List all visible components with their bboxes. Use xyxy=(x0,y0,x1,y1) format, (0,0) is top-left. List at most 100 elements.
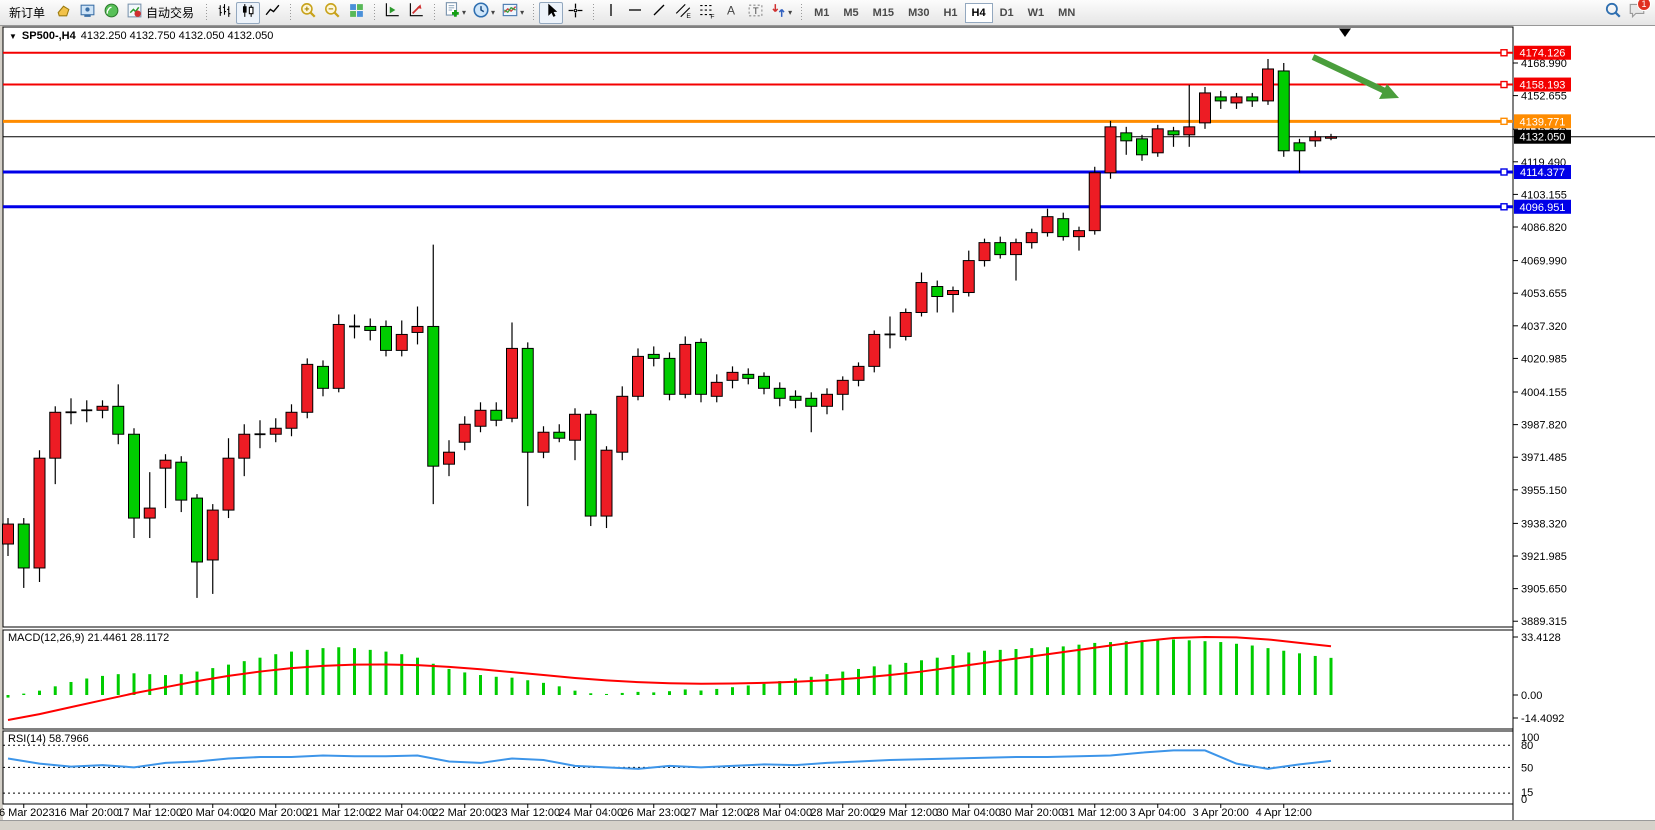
trendline-button[interactable] xyxy=(647,2,671,24)
text-label-button[interactable]: T xyxy=(743,2,767,24)
search-icon[interactable] xyxy=(1604,1,1622,24)
candle-body-up xyxy=(96,405,109,411)
chat-button[interactable]: 1 xyxy=(1628,0,1651,24)
price-axis-label: 4004.155 xyxy=(1521,387,1567,399)
date-axis-label[interactable]: 16 Mar 20:00 xyxy=(54,807,119,819)
period-button[interactable]: ▾ xyxy=(469,2,498,24)
channel-button[interactable]: E xyxy=(671,2,695,24)
fibonacci-button[interactable]: F xyxy=(695,2,719,24)
new-order-label: 新订单 xyxy=(9,6,46,20)
symbol-dropdown-icon[interactable]: ▼ xyxy=(9,31,17,41)
tab-timeframe-mn[interactable]: MN xyxy=(1058,6,1076,19)
tab-timeframe-m15[interactable]: M15 xyxy=(872,6,895,19)
template-button[interactable]: ▾ xyxy=(498,2,527,24)
new-order-button[interactable]: 新订单 xyxy=(3,2,51,24)
tab-timeframe-m1[interactable]: M1 xyxy=(814,6,830,19)
macd-indicator-label: MACD(12,26,9) 21.4461 28.1172 xyxy=(8,632,170,644)
date-axis-label[interactable]: 21 Mar 12:00 xyxy=(306,807,371,819)
tab-timeframe-m5[interactable]: M5 xyxy=(843,6,859,19)
zoom-out-button[interactable] xyxy=(320,2,344,24)
market-watch-button[interactable] xyxy=(75,2,99,24)
tab-timeframe-h1[interactable]: H1 xyxy=(943,6,958,19)
date-axis-label[interactable]: 16 Mar 2023 xyxy=(0,807,55,819)
line-handle[interactable] xyxy=(1500,80,1508,89)
window-bottom-edge xyxy=(0,820,1655,830)
date-axis-label[interactable]: 26 Mar 23:00 xyxy=(621,807,686,819)
candle-body-down xyxy=(1120,132,1133,142)
date-axis-label[interactable]: 3 Apr 20:00 xyxy=(1193,807,1249,819)
arrows-button[interactable]: ▾ xyxy=(767,2,795,24)
tab-timeframe-d1[interactable]: D1 xyxy=(999,6,1014,19)
svg-text:T: T xyxy=(752,6,758,17)
candle-body-up xyxy=(33,457,46,569)
candles-chart-button[interactable] xyxy=(236,1,261,24)
date-axis-label[interactable]: 22 Mar 04:00 xyxy=(369,807,434,819)
toolbar-separator xyxy=(288,3,293,22)
signal-icon xyxy=(103,2,120,24)
date-axis-label[interactable]: 24 Mar 04:00 xyxy=(558,807,623,819)
date-axis-label[interactable]: 27 Mar 12:00 xyxy=(684,807,749,819)
line-handle[interactable] xyxy=(1500,168,1508,176)
add-indicator-button[interactable]: ▾ xyxy=(440,2,469,24)
candle-body-down xyxy=(931,286,944,298)
bars-chart-button[interactable] xyxy=(212,2,236,24)
line-handle[interactable] xyxy=(1500,49,1508,57)
date-axis-label[interactable]: 28 Mar 20:00 xyxy=(810,807,875,819)
candle-body-up xyxy=(1230,96,1243,104)
autotrading-button[interactable]: 自动交易 xyxy=(123,2,200,24)
price-badge-label: 4132.050 xyxy=(1520,132,1566,144)
date-axis-label[interactable]: 17 Mar 12:00 xyxy=(117,807,182,819)
line-chart-button[interactable] xyxy=(260,2,284,24)
tile-windows-button[interactable] xyxy=(344,2,368,24)
zoom-out-icon xyxy=(323,1,341,24)
date-axis-label[interactable]: 31 Mar 12:00 xyxy=(1062,807,1127,819)
objects-window-button[interactable] xyxy=(404,2,428,24)
date-axis-label[interactable]: 4 Apr 12:00 xyxy=(1256,807,1312,819)
price-axis-label: 3938.320 xyxy=(1521,518,1567,530)
chart-shift-marker[interactable] xyxy=(1339,28,1351,38)
date-axis-label[interactable]: 23 Mar 12:00 xyxy=(495,807,560,819)
horizontal-line-button[interactable] xyxy=(623,2,647,24)
crosshair-button[interactable] xyxy=(563,2,587,24)
rsi-indicator-label: RSI(14) 58.7966 xyxy=(8,733,89,745)
rsi-line xyxy=(7,749,1332,770)
nugget-icon-button[interactable] xyxy=(51,2,75,24)
date-axis-label[interactable]: 28 Mar 04:00 xyxy=(747,807,812,819)
text-button[interactable]: A xyxy=(719,2,743,24)
tab-timeframe-h4[interactable]: H4 xyxy=(964,2,993,23)
indicators-window-button[interactable] xyxy=(380,2,404,24)
candle-body-down xyxy=(1167,130,1180,136)
candle-body-up xyxy=(143,507,156,519)
date-axis-label[interactable]: 30 Mar 20:00 xyxy=(999,807,1064,819)
line-handle[interactable] xyxy=(1500,117,1508,126)
date-axis-label[interactable]: 20 Mar 20:00 xyxy=(243,807,308,819)
date-axis-label[interactable]: 30 Mar 04:00 xyxy=(936,807,1001,819)
text-icon: A xyxy=(723,2,739,23)
tab-timeframe-w1[interactable]: W1 xyxy=(1027,6,1045,19)
price-axis-label: 4168.990 xyxy=(1521,58,1567,70)
candle-body-down xyxy=(805,397,818,407)
tab-timeframe-m30[interactable]: M30 xyxy=(908,6,930,19)
zoom-in-icon xyxy=(299,1,317,24)
date-axis-label[interactable]: 3 Apr 04:00 xyxy=(1130,807,1186,819)
date-axis-label[interactable]: 29 Mar 12:00 xyxy=(873,807,938,819)
candle-body-up xyxy=(285,411,298,429)
price-axis-label: 4152.655 xyxy=(1521,91,1567,103)
candle-body-up xyxy=(2,523,14,545)
zoom-in-button[interactable] xyxy=(296,2,320,24)
toolbar-separator xyxy=(372,3,377,22)
nugget-icon xyxy=(55,2,72,24)
date-axis-label[interactable]: 22 Mar 20:00 xyxy=(432,807,497,819)
annotation-arrow[interactable] xyxy=(1311,54,1387,94)
vertical-line-button[interactable] xyxy=(599,2,623,24)
annotation-arrow-head[interactable] xyxy=(1379,84,1399,99)
tile-windows-icon xyxy=(348,2,365,24)
cursor-button[interactable] xyxy=(539,1,564,24)
date-axis-label[interactable]: 20 Mar 04:00 xyxy=(180,807,245,819)
candle-body-down xyxy=(773,387,786,399)
candle-body-up xyxy=(159,459,172,469)
line-handle[interactable] xyxy=(1500,203,1508,211)
signal-button[interactable] xyxy=(99,2,123,24)
ohlc-quotes-label: 4132.250 4132.750 4132.050 4132.050 xyxy=(80,30,274,42)
